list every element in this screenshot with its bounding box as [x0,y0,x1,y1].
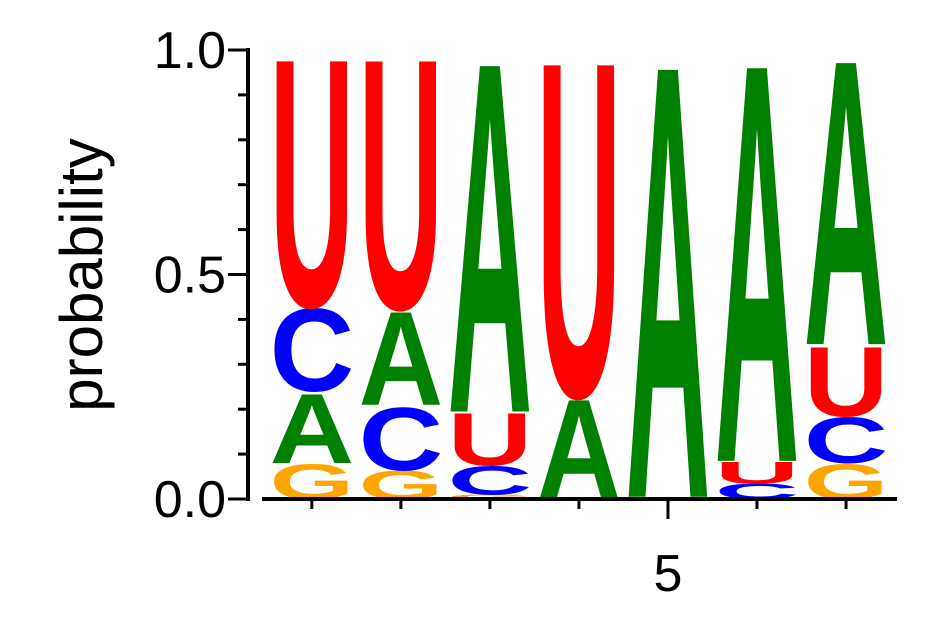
y-tick-label: 0.5 [154,247,226,305]
logo-letter: A [359,283,444,433]
y-axis-label: probability [48,138,115,412]
logo-letter: A [270,374,355,485]
y-tick-label: 0.0 [154,471,226,529]
logo-letter: A [626,0,711,617]
logo-letter: C [448,458,533,503]
logo-letter: A [448,0,533,519]
logo-letter: C [359,389,444,490]
logo-letter: U [448,398,533,482]
logo-letter: C [270,284,355,417]
logo-letter: U [359,0,444,385]
logo-letter: A [804,0,889,431]
logo-letter: A [715,0,800,583]
logo-letter: U [715,455,800,490]
logo: GACUGCAUGCUAAUGACUAGCUA [270,0,889,617]
logo-letter: G [448,493,533,500]
logo-letter: U [537,0,622,499]
y-tick-label: 1.0 [154,22,226,80]
logo-letter: C [804,404,889,477]
logo-letter: U [804,327,889,438]
x-tick-label: 5 [654,545,683,603]
logo-letter: U [270,0,355,382]
